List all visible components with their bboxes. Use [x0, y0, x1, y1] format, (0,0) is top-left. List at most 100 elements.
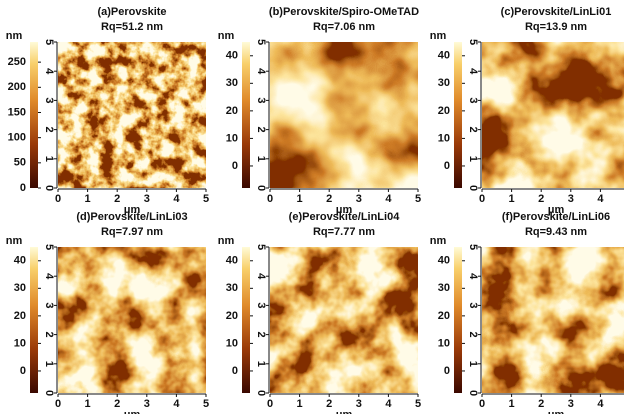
x-tick-label: 0	[479, 193, 485, 205]
x-tick-label: 5	[203, 193, 209, 205]
y-tick-label: 1	[43, 156, 55, 162]
panel-title: (b)Perovskite/Spiro-OMeTAD	[269, 6, 419, 18]
panel-title: (d)Perovskite/LinLi03	[76, 211, 187, 223]
y-tick-label: 2	[43, 127, 55, 133]
y-tick-label: 5	[43, 39, 55, 45]
panel-subtitle: Rq=7.97 nm	[101, 226, 163, 238]
x-tick-label: 3	[568, 398, 574, 410]
x-tick-label: 1	[297, 193, 303, 205]
x-tick-label: 3	[356, 193, 362, 205]
x-axis-label: μm	[336, 409, 353, 414]
colorbar-tick-label: 10	[438, 337, 450, 349]
colorbar-tick-label: 200	[8, 81, 26, 93]
colorbar	[30, 247, 38, 393]
colorbar-tick-label: 20	[14, 310, 26, 322]
y-tick-label: 3	[255, 302, 267, 308]
panel-subtitle: Rq=51.2 nm	[101, 21, 163, 33]
colorbar-tick-label: 20	[438, 105, 450, 117]
colorbar-label: nm	[218, 30, 235, 42]
x-tick-label: 2	[114, 193, 120, 205]
panel-title: (c)Perovskite/LinLi01	[501, 6, 612, 18]
y-tick-label: 4	[255, 273, 267, 280]
afm-image	[58, 42, 206, 188]
x-tick-label: 5	[415, 193, 421, 205]
colorbar-label: nm	[6, 235, 23, 247]
x-tick-label: 3	[356, 398, 362, 410]
y-tick-label: 0	[43, 390, 55, 396]
y-tick-label: 4	[43, 273, 55, 280]
colorbar	[242, 42, 250, 188]
colorbar-label: nm	[6, 30, 23, 42]
x-tick-label: 2	[538, 398, 544, 410]
y-tick-label: 3	[467, 302, 479, 308]
y-tick-label: 2	[255, 127, 267, 133]
y-tick-label: 4	[467, 68, 479, 75]
panel-subtitle: Rq=9.43 nm	[525, 226, 587, 238]
y-tick-label: 0	[467, 390, 479, 396]
colorbar-tick-label: 30	[438, 282, 450, 294]
x-tick-label: 2	[538, 193, 544, 205]
colorbar-tick-label: 0	[444, 160, 450, 172]
colorbar-tick-label: 100	[8, 132, 26, 144]
x-axis-label: μm	[548, 409, 565, 414]
x-tick-label: 0	[267, 193, 273, 205]
x-tick-label: 1	[509, 193, 515, 205]
x-tick-label: 5	[415, 398, 421, 410]
x-tick-label: 0	[479, 398, 485, 410]
colorbar	[30, 42, 38, 188]
colorbar-tick-label: 30	[14, 282, 26, 294]
x-tick-label: 4	[385, 193, 392, 205]
y-tick-label: 5	[255, 39, 267, 45]
colorbar-tick-label: 10	[14, 337, 26, 349]
panel-subtitle: Rq=7.77 nm	[313, 226, 375, 238]
colorbar-tick-label: 20	[438, 310, 450, 322]
colorbar-tick-label: 20	[226, 105, 238, 117]
colorbar-label: nm	[430, 235, 447, 247]
x-tick-label: 4	[597, 398, 604, 410]
afm-image	[270, 247, 418, 393]
y-tick-label: 0	[255, 185, 267, 191]
afm-image	[58, 247, 206, 393]
y-tick-label: 2	[467, 332, 479, 338]
colorbar-tick-label: 250	[8, 56, 26, 68]
x-tick-label: 2	[114, 398, 120, 410]
y-tick-label: 3	[255, 97, 267, 103]
x-axis-label: μm	[336, 204, 353, 216]
x-tick-label: 4	[173, 193, 180, 205]
x-tick-label: 4	[173, 398, 180, 410]
x-tick-label: 1	[509, 398, 515, 410]
y-tick-label: 3	[43, 97, 55, 103]
x-tick-label: 1	[297, 398, 303, 410]
y-tick-label: 0	[255, 390, 267, 396]
colorbar-tick-label: 0	[444, 365, 450, 377]
colorbar-tick-label: 10	[226, 337, 238, 349]
x-axis-label: μm	[124, 204, 141, 216]
y-tick-label: 0	[43, 185, 55, 191]
colorbar-tick-label: 50	[14, 157, 26, 169]
panel-title: (f)Perovskite/LinLi06	[502, 211, 610, 223]
x-tick-label: 1	[85, 398, 91, 410]
y-tick-label: 4	[255, 68, 267, 75]
colorbar	[454, 247, 462, 393]
panel-title: (a)Perovskite	[97, 6, 166, 18]
y-tick-label: 1	[467, 361, 479, 367]
x-tick-label: 1	[85, 193, 91, 205]
x-tick-label: 2	[326, 193, 332, 205]
x-tick-label: 0	[267, 398, 273, 410]
y-tick-label: 5	[467, 244, 479, 250]
x-tick-label: 3	[144, 193, 150, 205]
y-tick-label: 1	[467, 156, 479, 162]
x-tick-label: 0	[55, 193, 61, 205]
afm-image	[482, 42, 624, 188]
colorbar-tick-label: 0	[232, 160, 238, 172]
afm-image	[270, 42, 418, 188]
colorbar-tick-label: 0	[20, 365, 26, 377]
y-tick-label: 3	[467, 97, 479, 103]
colorbar-tick-label: 20	[226, 310, 238, 322]
y-tick-label: 1	[255, 156, 267, 162]
panel-subtitle: Rq=7.06 nm	[313, 21, 375, 33]
colorbar-tick-label: 40	[438, 255, 450, 267]
y-tick-label: 5	[43, 244, 55, 250]
x-tick-label: 4	[597, 193, 604, 205]
colorbar-tick-label: 40	[226, 255, 238, 267]
